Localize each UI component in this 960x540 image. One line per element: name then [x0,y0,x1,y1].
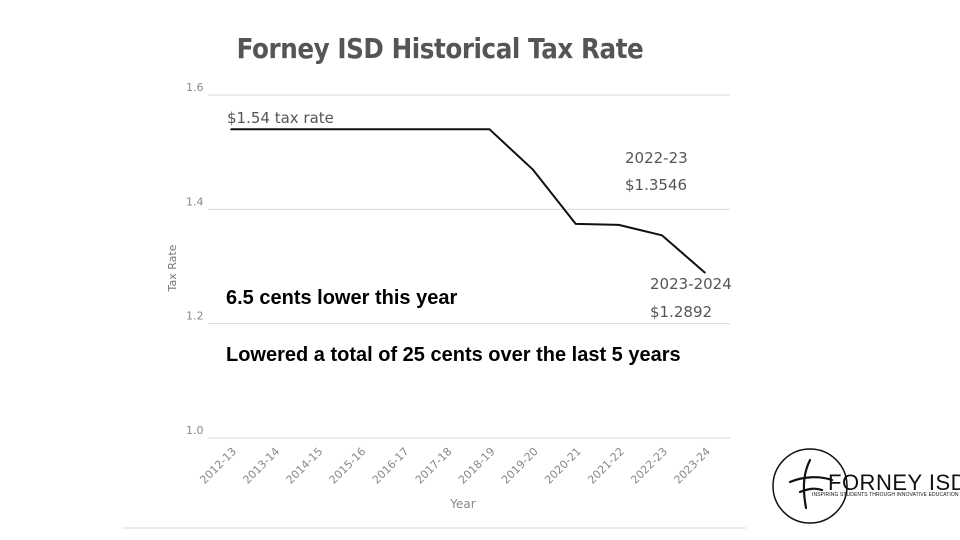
data-point [618,224,620,226]
logo-tagline: INSPIRING STUDENTS THROUGH INNOVATIVE ED… [812,492,959,498]
callout-this-year: 6.5 cents lower this year [226,287,458,309]
grid-lines [208,94,730,439]
y-tick-label: 1.2 [186,310,204,323]
x-tick-label: 2023-24 [671,445,713,487]
x-tick-label: 2021-22 [585,445,627,487]
chart-title: Forney ISD Historical Tax Rate [236,32,644,65]
x-tick-label: 2017-18 [413,445,455,487]
callout-five-years: Lowered a total of 25 cents over the las… [226,344,681,366]
x-tick-label: 2014-15 [284,445,326,487]
y-tick-labels: 1.0 1.2 1.4 1.6 [186,81,204,437]
data-point [704,271,706,274]
data-point [359,128,362,131]
logo-wordmark: FORNEY ISD [828,470,960,495]
y-tick-label: 1.6 [186,81,204,94]
annotations: $1.54 tax rate 2022-23 $1.3546 2023-2024 $1.… [227,109,732,321]
data-point [574,223,577,225]
data-point [402,128,405,131]
y-axis-label: Tax Rate [166,244,179,292]
x-tick-label: 2019-20 [499,445,541,487]
x-tick-label: 2020-21 [542,445,584,487]
annotation-2022-23-year: 2022-23 [625,149,688,167]
x-tick-label: 2012-13 [197,445,239,487]
data-point [230,128,232,131]
annotation-2023-24-year: 2023-2024 [650,275,732,293]
x-tick-label: 2015-16 [327,445,369,487]
data-point [531,168,534,171]
series-line [231,128,706,274]
x-axis-label: Year [449,497,475,511]
x-tick-label: 2013-14 [241,445,283,487]
forney-isd-logo [772,448,848,524]
x-tick-labels: 2012-13 2013-14 2014-15 2015-16 2016-17 2017-… [197,445,713,487]
annotation-2023-24-rate: $1.2892 [650,303,712,321]
x-tick-label: 2016-17 [370,445,412,487]
data-point [661,234,663,237]
annotation-start-rate: $1.54 tax rate [227,109,334,127]
annotation-2022-23-rate: $1.3546 [625,176,687,194]
y-tick-label: 1.0 [186,424,204,437]
x-tick-label: 2022-23 [628,445,670,487]
logo-circle [772,448,848,524]
logo-f-flourish [788,458,834,510]
y-tick-label: 1.4 [186,195,204,208]
x-tick-label: 2018-19 [456,445,498,487]
series-lines [230,128,706,274]
data-point [316,128,318,131]
data-point [445,128,448,131]
data-point [273,128,275,131]
data-point [488,128,491,131]
